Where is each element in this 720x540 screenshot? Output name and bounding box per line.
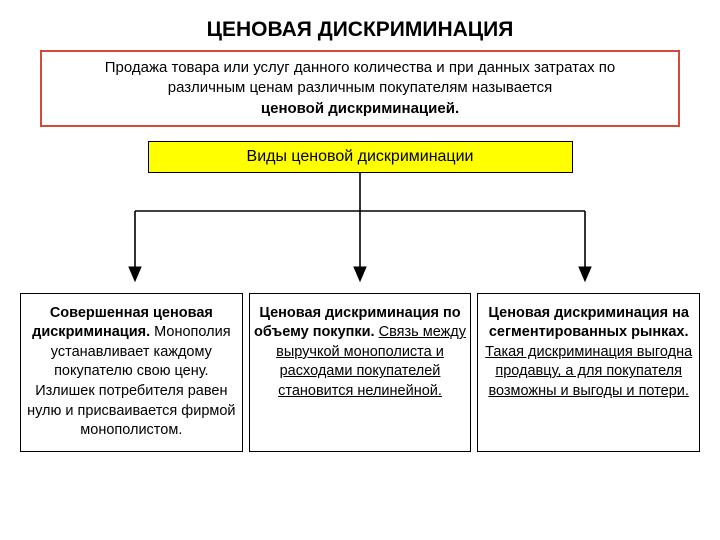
page-title: ЦЕНОВАЯ ДИСКРИМИНАЦИЯ xyxy=(0,0,720,50)
definition-line3: ценовой дискриминацией. xyxy=(261,100,459,117)
branch-title: Ценовая дискриминация на сегментированны… xyxy=(488,305,689,341)
definition-line1: Продажа товара или услуг данного количес… xyxy=(105,59,616,76)
branch-body: Такая дискриминация выгодна продавцу, а … xyxy=(485,344,692,399)
branch-segmented-markets: Ценовая дискриминация на сегментированны… xyxy=(477,293,700,452)
branch-perfect-discrimination: Совершенная ценовая дискриминация. Моноп… xyxy=(20,293,243,452)
branch-volume-discrimination: Ценовая дискриминация по объему покупки.… xyxy=(249,293,472,452)
definition-box: Продажа товара или услуг данного количес… xyxy=(40,50,680,127)
arrows-diagram xyxy=(0,173,720,293)
definition-line2: различным ценам различным покупателям на… xyxy=(168,79,552,96)
branch-body: Монополия устанавливает каждому покупате… xyxy=(27,324,235,438)
branches-row: Совершенная ценовая дискриминация. Моноп… xyxy=(0,293,720,452)
types-label-box: Виды ценовой дискриминации xyxy=(148,141,573,173)
